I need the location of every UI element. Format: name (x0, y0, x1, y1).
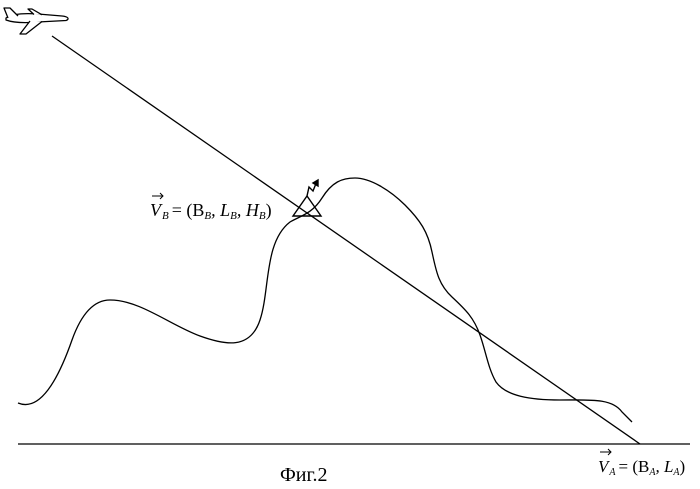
label-b-rhs: = (B (172, 200, 205, 221)
vector-arrow-a-icon (600, 449, 611, 455)
label-a-sub: A (608, 467, 616, 478)
airplane-icon (4, 8, 68, 34)
point-a-label: VA= (BA, LA) (598, 449, 685, 478)
label-a-close: ) (680, 457, 686, 476)
vector-arrow-b-icon (152, 193, 163, 199)
line-of-sight (52, 36, 640, 444)
label-a-rhs: = (B (619, 457, 650, 476)
label-b-sub: B (162, 210, 169, 222)
label-a-comma1: , L (655, 457, 673, 476)
svg-text:VB= (BB, LB, HB): VB= (BB, LB, HB) (150, 200, 272, 222)
svg-text:VA= (BA, LA): VA= (BA, LA) (598, 457, 685, 478)
figure-caption: Фиг.2 (280, 464, 327, 486)
label-b-comma1: , L (211, 200, 230, 220)
transmitter-antenna-icon (293, 180, 321, 216)
point-b-label: VB= (BB, LB, HB) (150, 193, 272, 222)
terrain-profile (18, 178, 632, 422)
label-b-comma2: , H (237, 200, 260, 220)
label-b-close: ) (266, 200, 272, 221)
